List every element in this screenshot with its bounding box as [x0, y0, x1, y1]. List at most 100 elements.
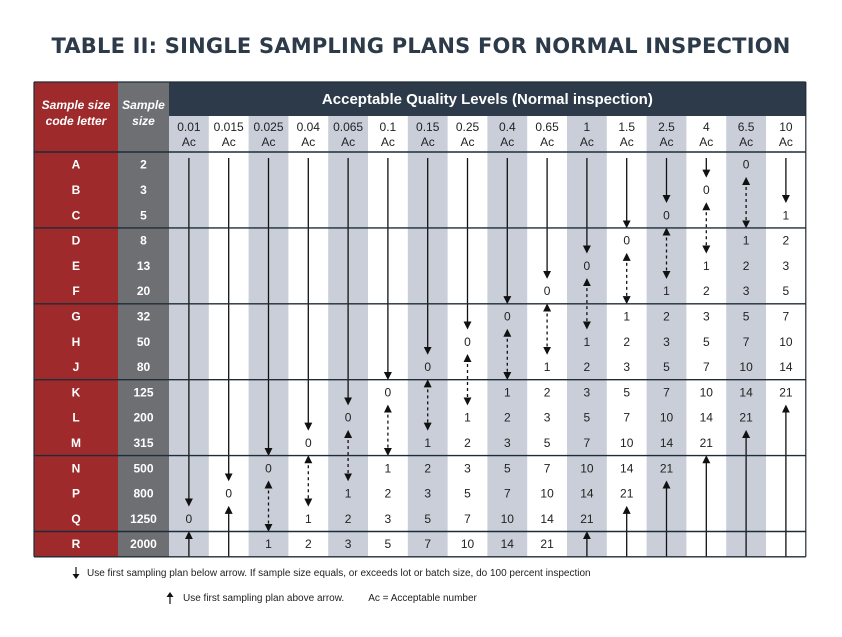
- aql-level-header: 6.5: [738, 120, 755, 134]
- ac-value-cell: 2: [584, 360, 591, 374]
- ac-value-cell: 1: [385, 461, 392, 475]
- aql-level-header: 0.025: [253, 120, 283, 134]
- code-letter-cell: P: [72, 487, 80, 501]
- ac-value-cell: 2: [464, 436, 471, 450]
- ac-value-cell: 10: [700, 385, 714, 399]
- sample-size-cell: 20: [137, 284, 151, 298]
- ac-value-cell: 3: [504, 436, 511, 450]
- ac-value-cell: 14: [700, 411, 714, 425]
- code-letter-cell: G: [71, 309, 80, 323]
- ac-value-cell: 10: [779, 335, 793, 349]
- ac-value-cell: 1: [544, 360, 551, 374]
- ac-subheader: Ac: [301, 135, 315, 149]
- ac-value-cell: 5: [544, 436, 551, 450]
- ac-subheader: Ac: [540, 135, 554, 149]
- ac-value-cell: 1: [265, 537, 272, 551]
- ac-value-cell: 0: [424, 360, 431, 374]
- code-letter-cell: L: [72, 411, 79, 425]
- ac-value-cell: 5: [623, 385, 630, 399]
- ac-value-cell: 7: [783, 309, 790, 323]
- code-letter-cell: R: [72, 537, 81, 551]
- ac-subheader: Ac: [500, 135, 514, 149]
- ac-value-cell: 3: [783, 259, 790, 273]
- sample-size-cell: 500: [133, 461, 153, 475]
- ac-value-cell: 2: [504, 411, 511, 425]
- ac-value-cell: 2: [743, 259, 750, 273]
- ac-value-cell: 0: [345, 411, 352, 425]
- code-letter-column: [34, 82, 118, 557]
- ac-value-cell: 1: [464, 411, 471, 425]
- ac-value-cell: 5: [783, 284, 790, 298]
- ac-value-cell: 5: [584, 411, 591, 425]
- ac-value-cell: 3: [584, 385, 591, 399]
- ac-value-cell: 2: [305, 537, 312, 551]
- ac-value-cell: 2: [783, 234, 790, 248]
- ac-value-cell: 2: [424, 461, 431, 475]
- ac-value-cell: 7: [424, 537, 431, 551]
- ac-value-cell: 21: [620, 487, 634, 501]
- aql-level-header: 0.015: [214, 120, 244, 134]
- ac-value-cell: 0: [225, 487, 232, 501]
- code-letter-cell: A: [72, 158, 81, 172]
- ac-subheader: Ac: [381, 135, 395, 149]
- ac-value-cell: 10: [620, 436, 634, 450]
- ac-value-cell: 14: [501, 537, 515, 551]
- ac-value-cell: 5: [504, 461, 511, 475]
- ac-subheader: Ac: [421, 135, 435, 149]
- ac-value-cell: 5: [703, 335, 710, 349]
- aql-level-header: 0.1: [380, 120, 397, 134]
- ac-value-cell: 3: [743, 284, 750, 298]
- aql-level-header: 10: [779, 120, 793, 134]
- ac-subheader: Ac: [739, 135, 753, 149]
- ac-subheader: Ac: [699, 135, 713, 149]
- code-letter-cell: B: [72, 183, 81, 197]
- ac-value-cell: 1: [703, 259, 710, 273]
- code-letter-header: code letter: [46, 114, 108, 128]
- sample-size-cell: 13: [137, 259, 151, 273]
- ac-value-cell: 5: [424, 512, 431, 526]
- ac-value-cell: 10: [461, 537, 475, 551]
- sample-size-cell: 5: [140, 208, 147, 222]
- ac-value-cell: 10: [501, 512, 515, 526]
- ac-subheader: Ac: [261, 135, 275, 149]
- ac-value-cell: 0: [385, 385, 392, 399]
- ac-value-cell: 7: [504, 487, 511, 501]
- aql-level-header: 0.065: [333, 120, 363, 134]
- ac-value-cell: 7: [584, 436, 591, 450]
- ac-value-cell: 1: [345, 487, 352, 501]
- ac-subheader: Ac: [779, 135, 793, 149]
- ac-value-cell: 1: [783, 208, 790, 222]
- ac-value-cell: 10: [660, 411, 674, 425]
- code-letter-cell: M: [71, 436, 81, 450]
- ac-value-cell: 21: [700, 436, 714, 450]
- ac-subheader: Ac: [182, 135, 196, 149]
- ac-value-cell: 5: [464, 487, 471, 501]
- ac-value-cell: 10: [580, 461, 594, 475]
- ac-value-cell: 21: [540, 537, 554, 551]
- ac-value-cell: 3: [544, 411, 551, 425]
- ac-value-cell: 3: [464, 461, 471, 475]
- ac-value-cell: 7: [703, 360, 710, 374]
- code-letter-cell: N: [72, 461, 81, 475]
- ac-value-cell: 1: [743, 234, 750, 248]
- sample-size-cell: 1250: [130, 512, 157, 526]
- code-letter-cell: F: [72, 284, 79, 298]
- ac-value-cell: 10: [739, 360, 753, 374]
- ac-value-cell: 2: [385, 487, 392, 501]
- aql-level-header: 0.04: [297, 120, 321, 134]
- ac-value-cell: 0: [623, 234, 630, 248]
- ac-subheader: Ac: [222, 135, 236, 149]
- sample-size-cell: 200: [133, 411, 153, 425]
- ac-value-cell: 2: [544, 385, 551, 399]
- ac-value-cell: 0: [186, 512, 193, 526]
- ac-value-cell: 3: [385, 512, 392, 526]
- aql-level-header: 2.5: [658, 120, 675, 134]
- ac-value-cell: 1: [504, 385, 511, 399]
- ac-value-cell: 3: [663, 335, 670, 349]
- code-letter-header: Sample size: [42, 98, 111, 112]
- sample-size-cell: 50: [137, 335, 151, 349]
- aql-level-header: 0.25: [456, 120, 480, 134]
- code-letter-cell: D: [72, 234, 81, 248]
- ac-value-cell: 3: [345, 537, 352, 551]
